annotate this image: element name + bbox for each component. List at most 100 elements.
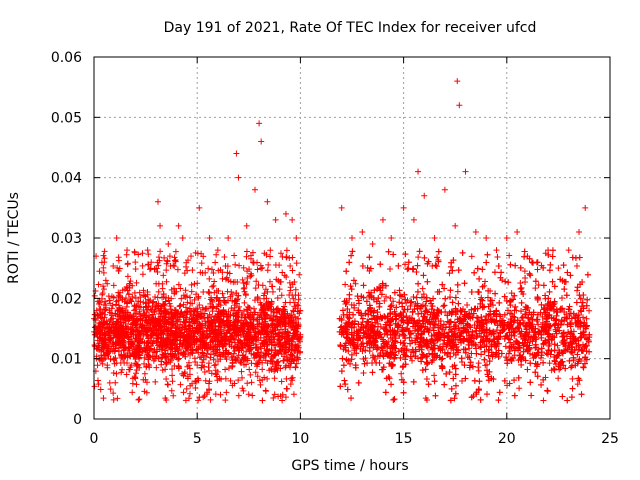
data-point bbox=[172, 258, 179, 265]
data-point bbox=[454, 288, 461, 295]
data-point bbox=[114, 395, 121, 402]
data-point bbox=[259, 359, 266, 366]
data-point bbox=[546, 267, 553, 274]
data-point bbox=[235, 377, 242, 384]
data-point bbox=[124, 273, 131, 280]
data-point bbox=[205, 360, 212, 367]
data-point bbox=[139, 262, 146, 269]
data-point bbox=[252, 285, 259, 292]
data-point bbox=[100, 395, 107, 402]
data-point bbox=[101, 248, 108, 255]
data-point bbox=[569, 375, 576, 382]
data-point bbox=[390, 298, 397, 305]
data-point bbox=[228, 354, 235, 361]
data-point bbox=[271, 391, 278, 398]
data-point bbox=[573, 262, 580, 269]
data-point bbox=[169, 321, 176, 328]
data-points bbox=[91, 78, 593, 404]
data-point bbox=[124, 261, 131, 268]
data-point bbox=[215, 267, 222, 274]
data-point bbox=[241, 361, 248, 368]
data-point bbox=[222, 366, 229, 373]
data-point bbox=[139, 250, 146, 257]
data-point bbox=[277, 250, 284, 257]
data-point bbox=[287, 381, 294, 388]
data-point bbox=[131, 248, 138, 255]
data-point bbox=[183, 345, 190, 352]
data-point bbox=[289, 254, 296, 261]
data-point bbox=[110, 390, 117, 397]
data-point bbox=[112, 379, 119, 386]
data-point bbox=[209, 283, 216, 290]
data-point bbox=[387, 303, 394, 310]
data-point bbox=[289, 267, 296, 274]
data-point bbox=[210, 303, 217, 310]
data-point bbox=[249, 392, 256, 399]
data-point bbox=[195, 397, 202, 404]
data-point bbox=[135, 396, 142, 403]
data-point bbox=[399, 300, 406, 307]
data-point bbox=[188, 288, 195, 295]
data-point bbox=[423, 376, 430, 383]
data-point bbox=[249, 249, 256, 256]
data-point bbox=[295, 296, 302, 303]
data-point bbox=[270, 394, 277, 401]
data-point bbox=[530, 259, 537, 266]
data-point bbox=[236, 303, 243, 310]
data-point bbox=[169, 366, 176, 373]
data-point bbox=[129, 389, 136, 396]
data-point bbox=[164, 381, 171, 388]
data-point bbox=[157, 248, 164, 255]
data-point bbox=[106, 379, 113, 386]
data-point bbox=[348, 395, 355, 402]
data-point bbox=[247, 371, 254, 378]
data-point bbox=[172, 248, 179, 255]
data-point bbox=[527, 379, 534, 386]
data-point bbox=[163, 359, 170, 366]
data-point bbox=[494, 254, 501, 261]
data-point bbox=[214, 352, 221, 359]
data-point bbox=[452, 390, 459, 397]
data-point bbox=[542, 292, 549, 299]
data-point bbox=[223, 389, 230, 396]
data-point bbox=[208, 370, 215, 377]
data-point bbox=[100, 269, 107, 276]
data-point bbox=[431, 372, 438, 379]
data-point bbox=[238, 368, 245, 375]
data-point bbox=[475, 360, 482, 367]
data-point bbox=[413, 294, 420, 301]
data-point bbox=[262, 387, 269, 394]
data-point bbox=[170, 392, 177, 399]
data-point bbox=[388, 381, 395, 388]
data-point bbox=[424, 278, 431, 285]
data-point bbox=[92, 288, 99, 295]
data-point bbox=[498, 269, 505, 276]
data-point bbox=[244, 380, 251, 387]
data-point bbox=[95, 281, 102, 288]
data-point bbox=[141, 370, 148, 377]
data-point bbox=[369, 369, 376, 376]
data-point bbox=[517, 280, 524, 287]
data-point bbox=[221, 254, 228, 261]
data-point bbox=[110, 396, 117, 403]
data-point bbox=[248, 272, 255, 279]
data-point bbox=[201, 368, 208, 375]
data-point bbox=[505, 279, 512, 286]
data-point bbox=[484, 391, 490, 398]
data-point bbox=[175, 281, 182, 288]
data-point bbox=[287, 351, 294, 358]
data-point bbox=[283, 385, 290, 392]
data-point bbox=[159, 285, 166, 292]
data-point bbox=[455, 300, 462, 307]
data-point bbox=[205, 265, 212, 272]
data-point bbox=[145, 251, 152, 258]
data-point bbox=[349, 248, 356, 255]
data-point bbox=[419, 285, 426, 292]
data-point bbox=[502, 343, 509, 350]
data-point bbox=[122, 295, 129, 302]
data-point bbox=[292, 363, 299, 370]
data-point bbox=[180, 389, 187, 396]
data-point bbox=[482, 278, 489, 285]
data-point bbox=[245, 391, 252, 398]
data-point bbox=[193, 378, 200, 385]
